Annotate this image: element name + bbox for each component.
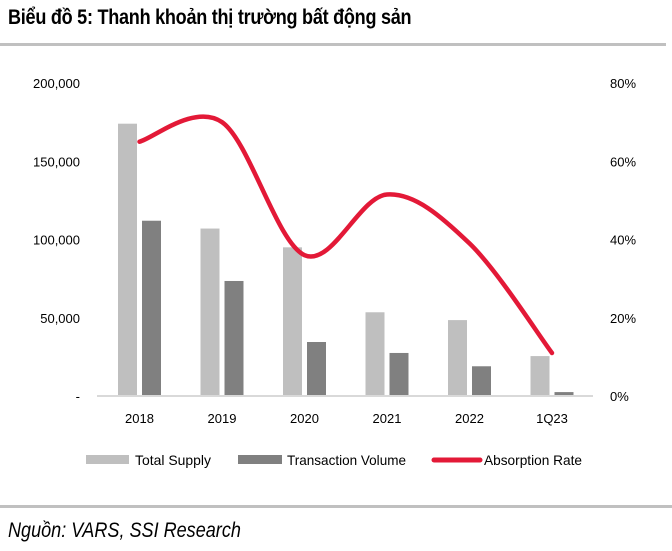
x-tick-label: 2019 <box>208 411 237 426</box>
x-tick-label: 1Q23 <box>536 411 568 426</box>
right-tick-label: 0% <box>610 389 629 404</box>
bar-total-supply-1Q23 <box>530 356 550 396</box>
left-tick-label: 50,000 <box>40 311 80 326</box>
legend-swatch-transaction-volume <box>238 455 282 464</box>
left-axis: - 50,000 100,000 150,000 200,000 <box>33 76 80 404</box>
x-tick-label: 2022 <box>455 411 484 426</box>
bar-transaction-volume-2021 <box>389 352 409 396</box>
left-tick-label: 200,000 <box>33 76 80 91</box>
top-divider <box>0 43 666 46</box>
legend-label-transaction-volume: Transaction Volume <box>287 452 406 468</box>
bar-transaction-volume-1Q23 <box>554 392 574 396</box>
x-tick-label: 2021 <box>373 411 402 426</box>
chart-title: Biểu đồ 5: Thanh khoản thị trường bất độ… <box>8 6 412 29</box>
bottom-divider <box>0 505 672 508</box>
legend-label-absorption-rate: Absorption Rate <box>484 452 582 468</box>
right-tick-label: 40% <box>610 233 636 248</box>
left-tick-label: 100,000 <box>33 233 80 248</box>
right-tick-label: 60% <box>610 154 636 169</box>
bar-transaction-volume-2020 <box>307 342 326 396</box>
legend-label-total-supply: Total Supply <box>135 452 211 468</box>
bar-transaction-volume-2018 <box>142 220 161 396</box>
right-axis: 0% 20% 40% 60% 80% <box>610 76 636 404</box>
x-tick-label: 2018 <box>125 411 154 426</box>
right-tick-label: 80% <box>610 76 636 91</box>
bar-total-supply-2021 <box>365 312 385 396</box>
bar-transaction-volume-2019 <box>224 280 244 396</box>
left-tick-label: - <box>76 389 80 404</box>
legend-swatch-total-supply <box>86 455 129 464</box>
right-tick-label: 20% <box>610 311 636 326</box>
absorption-rate-line <box>137 114 555 356</box>
bar-total-supply-2018 <box>118 123 137 396</box>
legend: Total Supply Transaction Volume Absorpti… <box>86 452 582 468</box>
bars <box>118 123 574 396</box>
bar-transaction-volume-2022 <box>472 366 491 396</box>
left-tick-label: 150,000 <box>33 154 80 169</box>
bar-total-supply-2019 <box>200 228 220 396</box>
bar-total-supply-2020 <box>283 247 302 396</box>
bar-total-supply-2022 <box>448 320 467 396</box>
x-axis: 2018 2019 2020 2021 2022 1Q23 <box>125 411 568 426</box>
source-note: Nguồn: VARS, SSI Research <box>8 519 241 542</box>
x-tick-label: 2020 <box>290 411 319 426</box>
